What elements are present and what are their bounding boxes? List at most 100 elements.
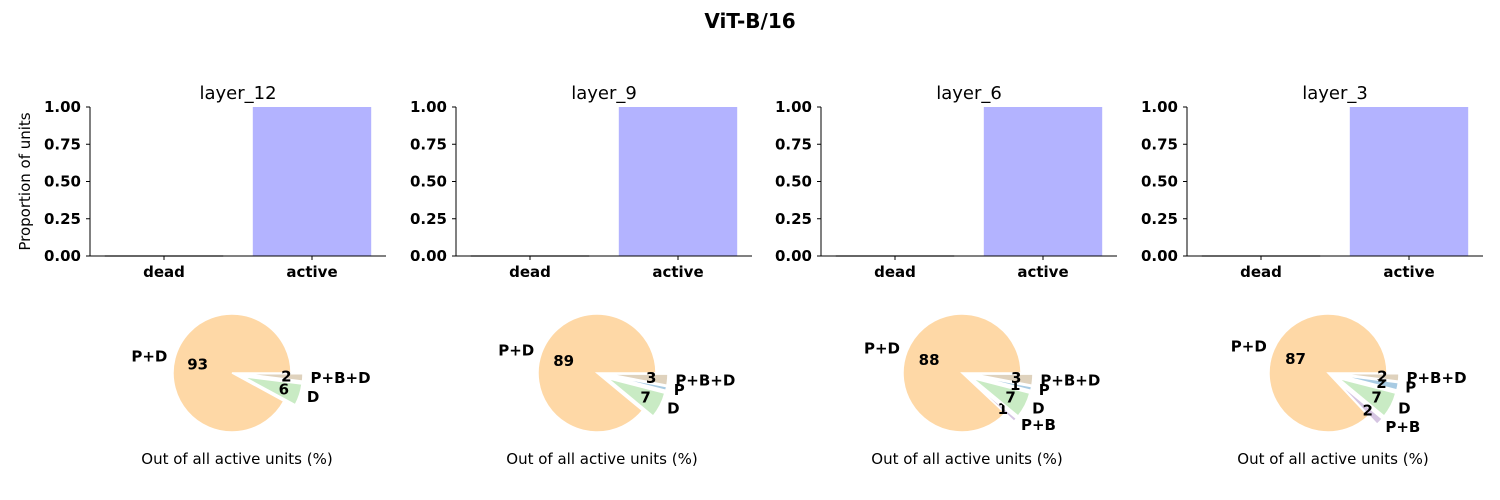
panel-layer_12: layer_12 Proportion of units dead active 0.0… <box>16 83 386 468</box>
pie-pct-P+D: 87 <box>1285 350 1306 368</box>
pie-slice-D <box>607 377 666 418</box>
pie-label-D: D <box>1032 400 1044 418</box>
pie-label-D: D <box>1398 400 1410 418</box>
y-tick-label: 0.25 <box>410 210 447 228</box>
y-tick-label: 0.00 <box>1141 247 1178 265</box>
pie-slice-P <box>1339 374 1400 391</box>
pie-pct-P+D: 89 <box>553 352 574 370</box>
y-tick-label: 0.50 <box>410 173 447 191</box>
pie-pct-D: 7 <box>1371 389 1381 407</box>
y-tick-label: 0.00 <box>44 247 81 265</box>
pie-slice-P+B <box>970 380 1018 423</box>
y-tick-label: 0.00 <box>410 247 447 265</box>
pie-label-P: P <box>674 381 685 399</box>
panel-title: layer_9 <box>571 83 637 104</box>
pie-pct-P: 2 <box>1376 374 1386 392</box>
pie-caption: Out of all active units (%) <box>1237 450 1428 468</box>
pie-slice-P+D <box>537 313 657 433</box>
pie-label-P+D: P+D <box>864 339 900 357</box>
pie-pct-D: 6 <box>279 381 289 399</box>
pie-caption: Out of all active units (%) <box>506 450 697 468</box>
y-axis-label: Proportion of units <box>16 112 34 250</box>
pie-slice-D <box>243 375 303 406</box>
y-tick-label: 0.50 <box>1141 173 1178 191</box>
pie-label-P+B+D: P+B+D <box>1040 371 1100 389</box>
pie-caption: Out of all active units (%) <box>871 450 1062 468</box>
pie-slice-P <box>608 374 668 392</box>
y-tick-label: 0.50 <box>44 173 81 191</box>
pie-slice-P+B+D <box>973 373 1034 387</box>
pie-label-P+D: P+D <box>131 348 167 366</box>
bar-active <box>983 107 1103 256</box>
y-tick-label: 0.75 <box>410 135 447 153</box>
y-tick-label: 0.00 <box>775 247 812 265</box>
pie-pct-P+B+D: 2 <box>1377 367 1387 385</box>
panels: layer_12 Proportion of units dead active 0.0… <box>16 83 1483 468</box>
y-tick-label: 1.00 <box>44 98 81 116</box>
pie-slice-P <box>973 374 1033 392</box>
pie-pct-P+B+D: 3 <box>1011 369 1021 387</box>
y-tick-label: 0.50 <box>775 173 812 191</box>
x-tick-label: active <box>652 263 703 281</box>
pie-pct-D: 7 <box>640 389 650 407</box>
pie-label-D: D <box>667 400 679 418</box>
pie-label-P+B+D: P+B+D <box>1407 369 1467 387</box>
y-tick-label: 1.00 <box>1141 98 1178 116</box>
pie-label-D: D <box>307 388 319 406</box>
panel-title: layer_6 <box>936 83 1002 104</box>
y-tick-label: 1.00 <box>410 98 447 116</box>
x-tick-label: active <box>1383 263 1434 281</box>
pie-slice-P+D <box>172 313 292 433</box>
bar-active <box>1349 107 1469 256</box>
pie-slice-D <box>1338 377 1397 418</box>
pie-pct-P+D: 93 <box>187 355 208 373</box>
panel-title: layer_3 <box>1302 83 1368 104</box>
pie-pct-P+B+D: 3 <box>646 369 656 387</box>
pie-label-P+D: P+D <box>1231 338 1267 356</box>
bar-active <box>618 107 738 256</box>
x-tick-label: dead <box>143 263 185 281</box>
pie-slice-P+B+D <box>243 372 304 382</box>
pie-label-P: P <box>1039 381 1050 399</box>
panel-title: layer_12 <box>199 83 276 104</box>
pie-slice-P+B+D <box>608 373 669 387</box>
pie-slice-P+B <box>1336 380 1384 426</box>
pie-label-P+B: P+B <box>1385 418 1420 436</box>
pie-slice-P+D <box>902 313 1022 433</box>
x-tick-label: active <box>286 263 337 281</box>
x-tick-label: dead <box>1240 263 1282 281</box>
pie-label-P+B: P+B <box>1021 416 1056 434</box>
pie-pct-D: 7 <box>1005 389 1015 407</box>
pie-pct-P+D: 88 <box>919 351 940 369</box>
pie: 93 P+D 6 D2 P+B+D <box>131 313 371 433</box>
y-tick-label: 1.00 <box>775 98 812 116</box>
pie-pct-P: 1 <box>1010 376 1020 394</box>
x-tick-label: dead <box>509 263 551 281</box>
y-tick-label: 0.75 <box>775 135 812 153</box>
y-tick-label: 0.75 <box>44 135 81 153</box>
y-tick-label: 0.75 <box>1141 135 1178 153</box>
bar-active <box>252 107 372 256</box>
pie-slice-P+B+D <box>1339 373 1400 382</box>
x-tick-label: active <box>1017 263 1068 281</box>
pie-pct-P+B: 2 <box>1362 401 1372 419</box>
pie-pct-P+B+D: 2 <box>281 367 291 385</box>
pie-slice-P+D <box>1268 313 1388 433</box>
figure-title: ViT-B/16 <box>704 9 795 33</box>
pie-label-P+D: P+D <box>498 341 534 359</box>
y-tick-label: 0.25 <box>775 210 812 228</box>
pie-label-P+B+D: P+B+D <box>675 371 735 389</box>
pie-slice-D <box>972 377 1031 418</box>
x-tick-label: dead <box>874 263 916 281</box>
pie-caption: Out of all active units (%) <box>141 450 332 468</box>
pie-label-P+B+D: P+B+D <box>311 369 371 387</box>
y-tick-label: 0.25 <box>1141 210 1178 228</box>
pie-pct-P+B: 1 <box>998 400 1008 418</box>
y-tick-label: 0.25 <box>44 210 81 228</box>
